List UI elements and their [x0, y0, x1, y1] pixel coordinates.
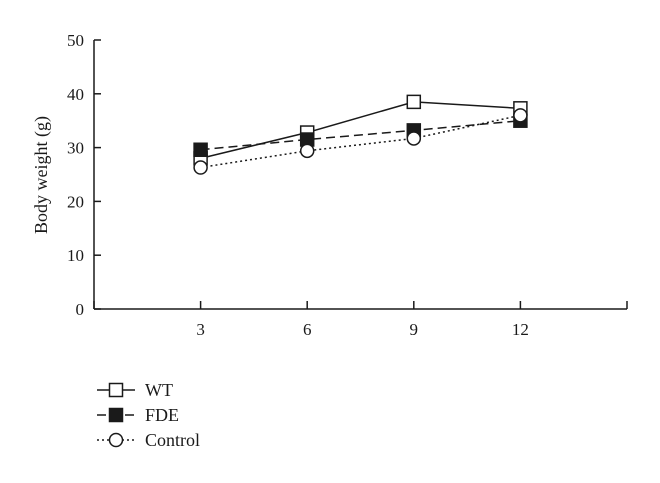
legend-marker	[108, 407, 124, 423]
y-tick-label: 10	[67, 246, 84, 265]
series-line	[200, 119, 521, 151]
x-tick-label: 12	[512, 320, 529, 339]
series-control	[193, 108, 528, 175]
x-tick-label: 6	[303, 320, 312, 339]
legend-item-control: Control	[97, 430, 200, 450]
legend-label: FDE	[145, 405, 179, 425]
legend: WT FDE Control	[97, 380, 200, 450]
legend-label: WT	[145, 380, 173, 400]
y-tick-label: 20	[67, 192, 84, 211]
series-wt	[193, 94, 528, 166]
series-line	[200, 101, 521, 160]
legend-item-wt: WT	[97, 380, 173, 400]
x-tick-label: 3	[196, 320, 205, 339]
legend-label: Control	[145, 430, 200, 450]
data-point	[513, 108, 528, 123]
data-point	[193, 142, 208, 158]
data-point	[299, 143, 315, 159]
y-axis-label: Body weight (g)	[31, 116, 52, 234]
y-tick-label: 0	[76, 300, 85, 319]
legend-marker	[108, 432, 124, 448]
data-point	[193, 160, 208, 175]
data-point	[406, 94, 422, 110]
series-fde	[193, 113, 528, 158]
y-tick-label: 50	[67, 31, 84, 50]
y-tick-label: 30	[67, 139, 84, 158]
x-tick-label: 9	[410, 320, 419, 339]
y-tick-label: 40	[67, 85, 84, 104]
plot-area	[193, 94, 528, 175]
axes: 0 10 20 30 40 50 3 6 9 12	[67, 31, 628, 339]
data-point	[406, 131, 422, 146]
legend-marker	[108, 382, 124, 398]
series-line	[200, 114, 521, 169]
legend-item-fde: FDE	[97, 405, 179, 425]
